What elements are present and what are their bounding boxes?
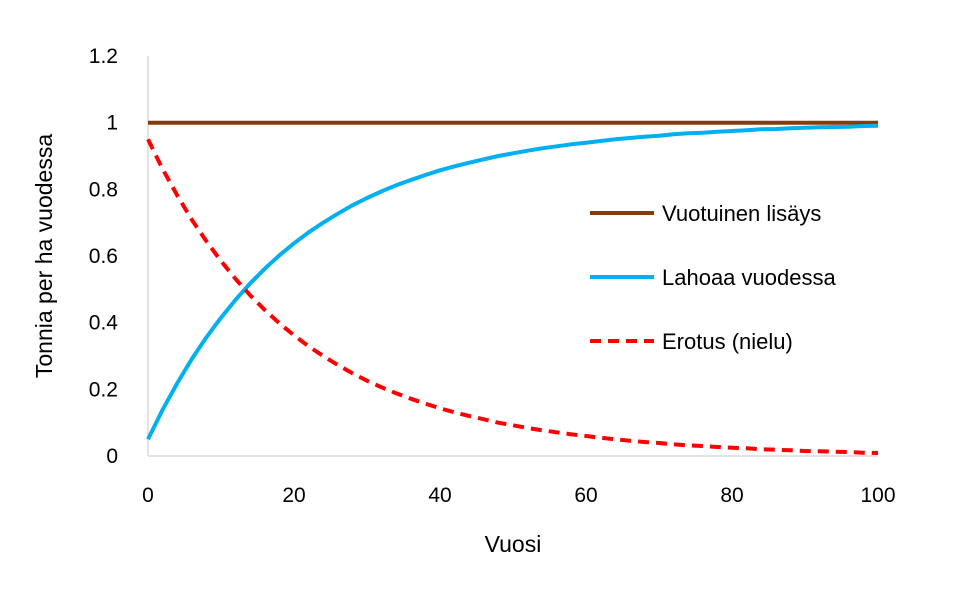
y-tick-label: 0.4	[89, 312, 119, 335]
legend-label: Vuotuinen lisäys	[662, 201, 821, 226]
x-tick-label: 100	[860, 484, 895, 507]
y-tick-label: 1.2	[89, 45, 118, 68]
series-line-erotus-nielu	[148, 139, 878, 453]
y-axis-title: Tonnia per ha vuodessa	[31, 134, 57, 378]
x-axis-ticks: 0 20 40 60 80 100	[142, 484, 895, 507]
legend-label: Erotus (nielu)	[662, 329, 793, 354]
legend-label: Lahoaa vuodessa	[662, 265, 836, 290]
y-tick-label: 0.6	[89, 245, 118, 268]
x-tick-label: 20	[282, 484, 305, 507]
x-tick-label: 40	[428, 484, 451, 507]
y-tick-label: 0.2	[89, 378, 118, 401]
y-tick-label: 0	[106, 445, 118, 468]
legend: Vuotuinen lisäys Lahoaa vuodessa Erotus (n…	[590, 201, 836, 354]
x-tick-label: 80	[720, 484, 743, 507]
y-axis-ticks: 0 0.2 0.4 0.6 0.8 1 1.2	[89, 45, 119, 468]
y-tick-label: 1	[106, 112, 118, 135]
y-tick-label: 0.8	[89, 178, 118, 201]
x-tick-label: 0	[142, 484, 154, 507]
x-tick-label: 60	[574, 484, 597, 507]
x-axis-title: Vuosi	[485, 531, 542, 557]
